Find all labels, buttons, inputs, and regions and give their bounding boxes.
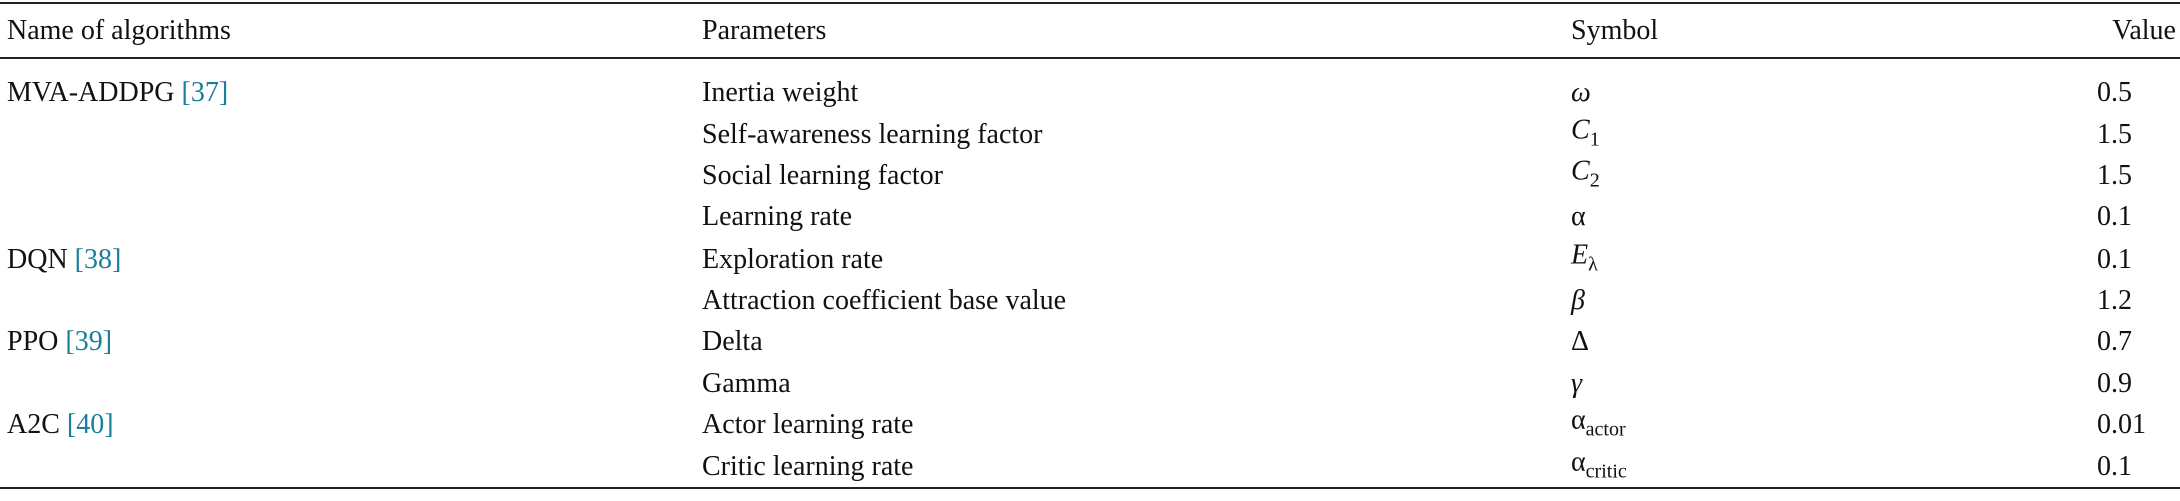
symbol-base: α <box>1571 446 1586 478</box>
symbol: C2 <box>1571 155 1600 198</box>
symbol: γ <box>1571 367 1582 401</box>
parameter: Social learning factor <box>702 160 944 191</box>
symbol-base: C <box>1571 114 1590 146</box>
parameter: Inertia weight <box>702 77 859 108</box>
symbol: αcritic <box>1571 446 1627 489</box>
symbol-base: ω <box>1571 77 1591 108</box>
symbol-subscript: 1 <box>1589 128 1600 151</box>
symbol-subscript: λ <box>1588 253 1598 276</box>
symbol: α <box>1571 200 1586 234</box>
parameter: Self-awareness learning factor <box>702 119 1043 150</box>
value: 0.9 <box>2097 368 2132 399</box>
symbol-base: C <box>1571 155 1590 187</box>
symbol-subscript: 2 <box>1589 169 1600 192</box>
parameter: Actor learning rate <box>702 409 914 440</box>
value: 0.01 <box>2097 409 2146 440</box>
parameter: Gamma <box>702 368 791 399</box>
algorithm: A2C <box>7 409 60 440</box>
symbol: Δ <box>1571 325 1589 359</box>
value: 1.2 <box>2097 285 2132 316</box>
header-algorithm: Name of algorithms <box>7 15 231 46</box>
parameter: Attraction coefficient base value <box>702 285 1067 316</box>
parameter: Learning rate <box>702 201 853 232</box>
algorithm-name: DQN [38] <box>7 243 121 277</box>
algorithm: PPO <box>7 326 59 357</box>
symbol: Eλ <box>1571 239 1598 282</box>
reference: [40] <box>66 409 114 440</box>
symbol-base: β <box>1571 285 1585 316</box>
algorithm-name: MVA-ADDPG [37] <box>7 76 228 110</box>
symbol-base: α <box>1571 404 1586 436</box>
symbol-base: α <box>1571 201 1586 232</box>
symbol-base: E <box>1571 239 1589 271</box>
reference: [38] <box>74 244 122 275</box>
symbol: αactor <box>1571 404 1626 447</box>
value: 0.1 <box>2097 201 2132 232</box>
parameter: Critic learning rate <box>702 451 914 482</box>
symbol-subscript: actor <box>1585 418 1626 441</box>
value: 0.1 <box>2097 244 2132 275</box>
symbol-base: γ <box>1571 368 1583 399</box>
parameter: Exploration rate <box>702 244 884 275</box>
value: 0.1 <box>2097 451 2132 482</box>
reference: [39] <box>65 326 113 357</box>
header-parameters: Parameters <box>702 15 827 46</box>
symbol: C1 <box>1571 114 1600 157</box>
header-symbol: Symbol <box>1571 15 1659 46</box>
algorithm: DQN <box>7 244 68 275</box>
value: 1.5 <box>2097 160 2132 191</box>
algorithm-name: PPO [39] <box>7 325 112 359</box>
value: 0.5 <box>2097 77 2132 108</box>
algorithm: MVA-ADDPG <box>7 77 175 108</box>
header-value: Value <box>2112 15 2176 46</box>
top-rule <box>0 2 2180 4</box>
algorithm-name: A2C [40] <box>7 408 114 442</box>
header-rule <box>0 57 2180 59</box>
value: 0.7 <box>2097 326 2132 357</box>
parameter: Delta <box>702 326 763 357</box>
symbol-subscript: critic <box>1585 460 1627 483</box>
reference: [37] <box>181 77 229 108</box>
symbol: ω <box>1571 76 1591 110</box>
value: 1.5 <box>2097 119 2132 150</box>
symbol-base: Δ <box>1571 326 1590 357</box>
symbol: β <box>1571 284 1585 318</box>
bottom-rule <box>0 487 2180 489</box>
